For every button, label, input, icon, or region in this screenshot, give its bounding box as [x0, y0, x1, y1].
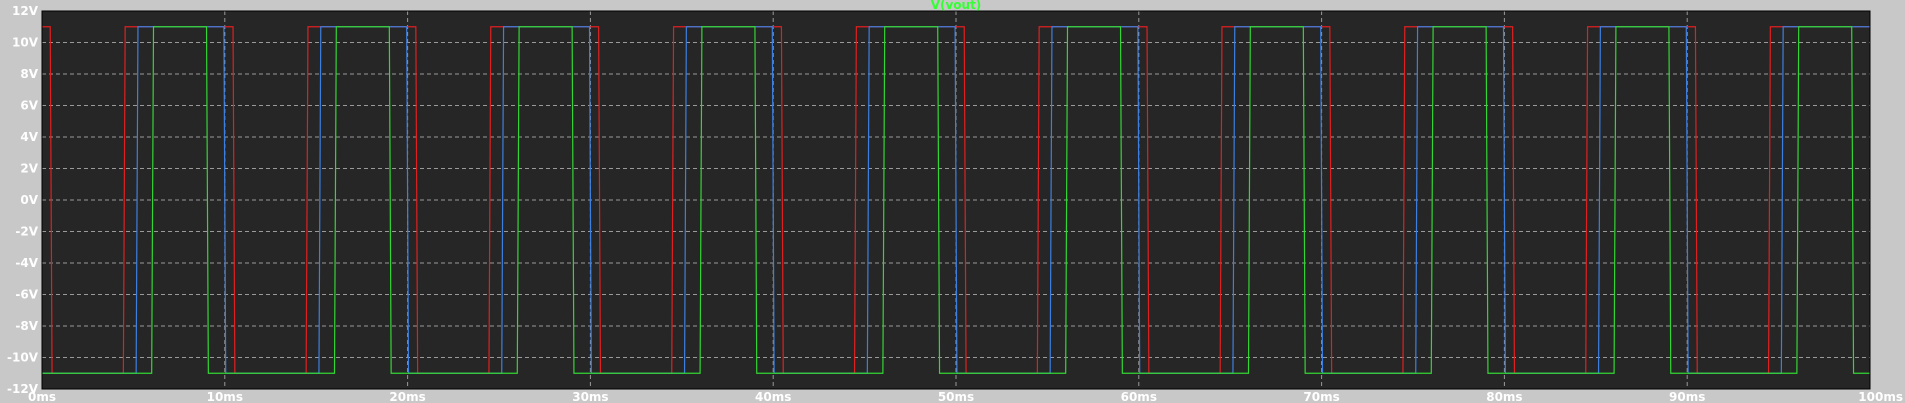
- x-tick-label: 0ms: [28, 390, 56, 403]
- x-tick-label: 30ms: [572, 390, 608, 403]
- plot-frame: [41, 10, 1871, 390]
- y-tick-label: 4V: [20, 130, 38, 144]
- x-tick-label: 10ms: [207, 390, 243, 403]
- y-tick-label: -4V: [15, 256, 38, 270]
- series-line-3[interactable]: [42, 26, 1870, 374]
- x-tick-label: 80ms: [1486, 390, 1522, 403]
- chart-title[interactable]: V(vout): [931, 0, 982, 12]
- y-tick-label: -6V: [15, 288, 38, 302]
- y-tick-label: -2V: [15, 225, 38, 239]
- y-tick-label: 0V: [20, 193, 38, 207]
- x-tick-label: 70ms: [1303, 390, 1339, 403]
- series-layer: [42, 26, 1870, 374]
- y-tick-label: -8V: [15, 319, 38, 333]
- y-tick-label: 12V: [12, 4, 39, 18]
- y-tick-label: 8V: [20, 67, 38, 81]
- x-tick-label: 20ms: [389, 390, 425, 403]
- x-tick-label: 100ms: [1858, 390, 1903, 403]
- x-tick-label: 90ms: [1669, 390, 1705, 403]
- y-tick-label: 10V: [12, 36, 39, 50]
- x-tick-label: 60ms: [1121, 390, 1157, 403]
- x-tick-label: 40ms: [755, 390, 791, 403]
- x-tick-label: 50ms: [938, 390, 974, 403]
- y-tick-label: 6V: [20, 99, 38, 113]
- y-tick-label: -12V: [7, 382, 39, 396]
- y-tick-label: 2V: [20, 162, 38, 176]
- y-tick-label: -10V: [7, 351, 39, 365]
